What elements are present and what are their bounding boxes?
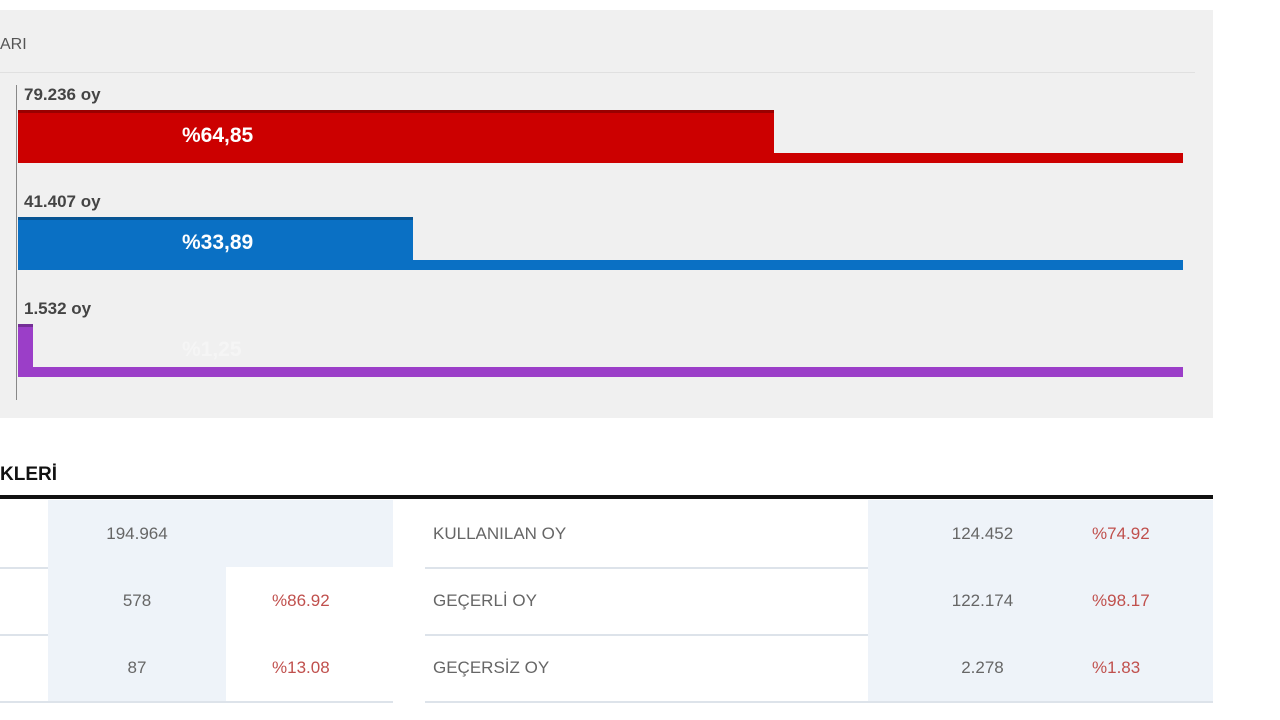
value: 578 [122, 591, 152, 610]
percent-label: %33,89 [182, 231, 254, 254]
value: 122.174 [951, 591, 1014, 610]
number-cell-shade [48, 634, 226, 701]
value: 2.278 [961, 658, 1004, 677]
number-cell-shade [868, 500, 1213, 567]
percent: %13.08 [272, 658, 330, 677]
percent: %1.83 [1092, 658, 1141, 677]
bar [18, 110, 774, 163]
value: 124.452 [951, 524, 1014, 543]
label: GEÇERSİZ OY [433, 658, 550, 677]
bar [18, 217, 413, 270]
value: 87 [127, 658, 147, 677]
bar-track [18, 260, 1183, 270]
row-line [0, 701, 393, 703]
vote-label: 1.532 oy [24, 299, 92, 318]
panel-title: ARI [0, 36, 27, 53]
percent-label: %1,25 [182, 338, 242, 361]
table-rule [0, 495, 1213, 499]
axis-line [16, 85, 17, 400]
table-title: KLERİ [0, 464, 57, 485]
results-panel [0, 10, 1213, 418]
vote-label: 41.407 oy [24, 192, 101, 211]
separator [0, 72, 1195, 73]
row-line [425, 634, 1213, 636]
value: 194.964 [106, 524, 168, 543]
label: GEÇERLİ OY [433, 591, 537, 610]
bar-track [18, 367, 1183, 377]
percent-label: %64,85 [182, 124, 254, 147]
vote-label: 79.236 oy [24, 85, 101, 104]
percent: %98.17 [1092, 591, 1150, 610]
bar [18, 324, 33, 377]
percent: %86.92 [272, 591, 330, 610]
label: KULLANILAN OY [433, 524, 567, 543]
percent: %74.92 [1092, 524, 1150, 543]
number-cell-shade [48, 567, 226, 634]
number-cell-shade [868, 634, 1213, 701]
number-cell-shade [48, 500, 226, 567]
row-line [425, 701, 1213, 703]
number-cell-shade [868, 567, 1213, 634]
row-line [425, 567, 1213, 569]
